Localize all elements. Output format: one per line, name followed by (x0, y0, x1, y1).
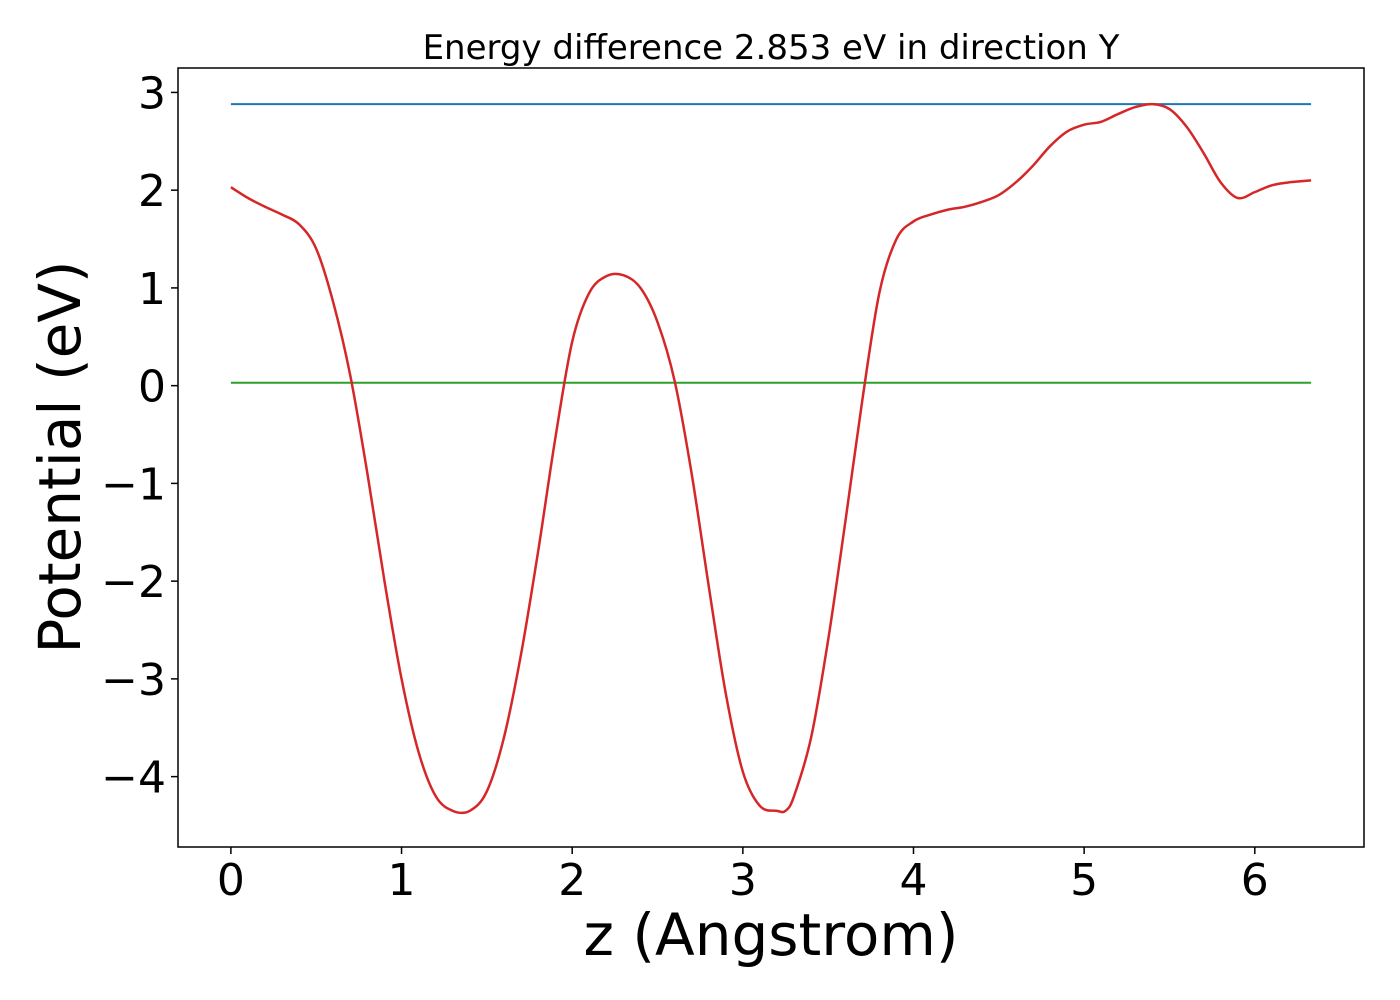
y-tick-label: 3 (138, 68, 166, 119)
x-ticks: 0 1 2 3 4 5 6 (217, 847, 1269, 906)
y-tick-label: −4 (101, 753, 166, 804)
x-tick-label: 6 (1241, 855, 1269, 906)
x-tick-label: 3 (729, 855, 757, 906)
y-tick-label: −3 (101, 655, 166, 706)
plot-background (178, 68, 1364, 847)
y-tick-label: 0 (138, 362, 166, 413)
y-ticks: −4 −3 −2 −1 0 1 2 3 (101, 68, 178, 804)
x-tick-label: 1 (388, 855, 416, 906)
y-tick-label: −1 (101, 459, 166, 510)
x-tick-label: 5 (1070, 855, 1098, 906)
x-tick-label: 2 (558, 855, 586, 906)
plot-frame (177, 67, 1365, 848)
y-tick-label: −2 (101, 557, 166, 608)
y-tick-label: 1 (138, 264, 166, 315)
potential-curve (230, 102, 1312, 815)
y-axis-label: Potential (eV) (26, 260, 94, 653)
chart-title: Energy difference 2.853 eV in direction … (423, 28, 1120, 68)
y-tick-label: 2 (138, 166, 166, 217)
x-tick-label: 4 (899, 855, 927, 906)
series-layer (230, 102, 1312, 815)
x-axis-label: z (Angstrom) (584, 901, 959, 969)
x-tick-label: 0 (217, 855, 245, 906)
